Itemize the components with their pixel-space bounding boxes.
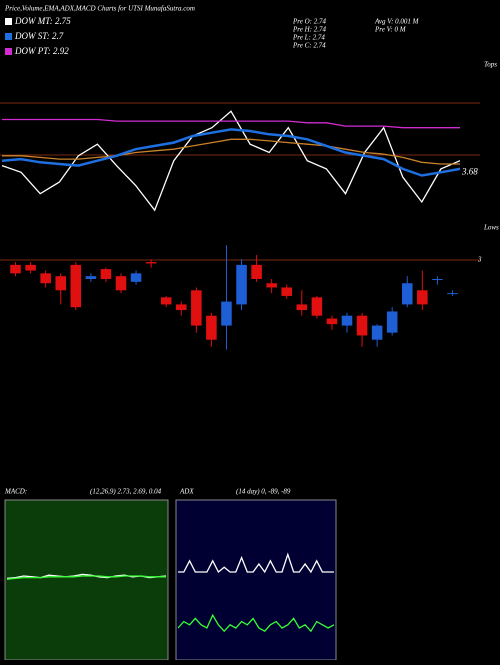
candle-body xyxy=(371,325,383,340)
last-value-label: 3.68 xyxy=(461,166,478,176)
candle-body xyxy=(55,276,67,291)
panel-background xyxy=(4,499,169,661)
candle-body xyxy=(447,293,458,295)
stat-label: Pre H: 2.74 xyxy=(292,26,326,34)
candle-body xyxy=(236,264,247,305)
legend-label: DOW PT: 2.92 xyxy=(14,46,69,56)
candle-body xyxy=(10,264,21,274)
series-line xyxy=(6,575,166,580)
candle-body xyxy=(311,297,323,316)
series-line xyxy=(2,138,460,165)
candle-body xyxy=(326,318,338,325)
candle-body xyxy=(160,297,172,305)
candle-body xyxy=(40,273,51,284)
macd-title: MACD: xyxy=(4,488,27,496)
candle-body xyxy=(145,262,157,264)
candle-body xyxy=(401,283,413,305)
stat-label: Pre C: 2.74 xyxy=(292,42,326,50)
series-line xyxy=(178,552,334,574)
candle-body xyxy=(206,315,217,340)
candle-body xyxy=(251,264,262,279)
stat-label: Avg V: 0.001 M xyxy=(374,18,420,26)
adx-params: (14 day) 0, -89, -89 xyxy=(236,488,291,496)
legend-swatch xyxy=(5,33,12,40)
candle-body xyxy=(417,290,428,305)
adx-title: ADX xyxy=(179,488,194,496)
legend-label: DOW MT: 2.75 xyxy=(14,16,71,26)
candle-body xyxy=(356,315,368,336)
candle-body xyxy=(191,290,202,326)
candle-body xyxy=(432,279,443,280)
price-marker: 3 xyxy=(477,256,482,264)
legend-label: DOW ST: 2.7 xyxy=(14,31,64,41)
candle-body xyxy=(100,269,112,279)
series-line xyxy=(1,128,461,177)
stat-label: Pre O: 2.74 xyxy=(292,18,326,26)
candle-body xyxy=(85,276,97,279)
legend-swatch xyxy=(5,48,12,55)
chart-title: Price,Volume,EMA,ADX,MACD Charts for UTS… xyxy=(4,5,195,13)
panel-background xyxy=(175,499,337,661)
candle-body xyxy=(25,264,36,271)
candle-body xyxy=(115,276,127,291)
candle-body xyxy=(130,273,142,282)
tops-label: Tops xyxy=(484,61,497,69)
candle-body xyxy=(296,304,308,311)
candle-body xyxy=(281,287,293,296)
candle-body xyxy=(175,304,187,311)
stat-label: Pre V: 0 M xyxy=(374,26,407,34)
series-line xyxy=(177,613,335,633)
candle-body xyxy=(341,315,353,326)
lows-label: Lows xyxy=(483,224,499,232)
macd-params: (12,26,9) 2.73, 2.69, 0.04 xyxy=(90,488,162,496)
candle-body xyxy=(221,301,232,326)
candle-body xyxy=(386,311,398,333)
stat-label: Pre L: 2.74 xyxy=(292,34,325,42)
series-line xyxy=(2,118,460,129)
candle-body xyxy=(70,264,82,308)
legend-swatch xyxy=(5,18,12,25)
series-line xyxy=(1,110,461,212)
candle-body xyxy=(266,283,277,288)
